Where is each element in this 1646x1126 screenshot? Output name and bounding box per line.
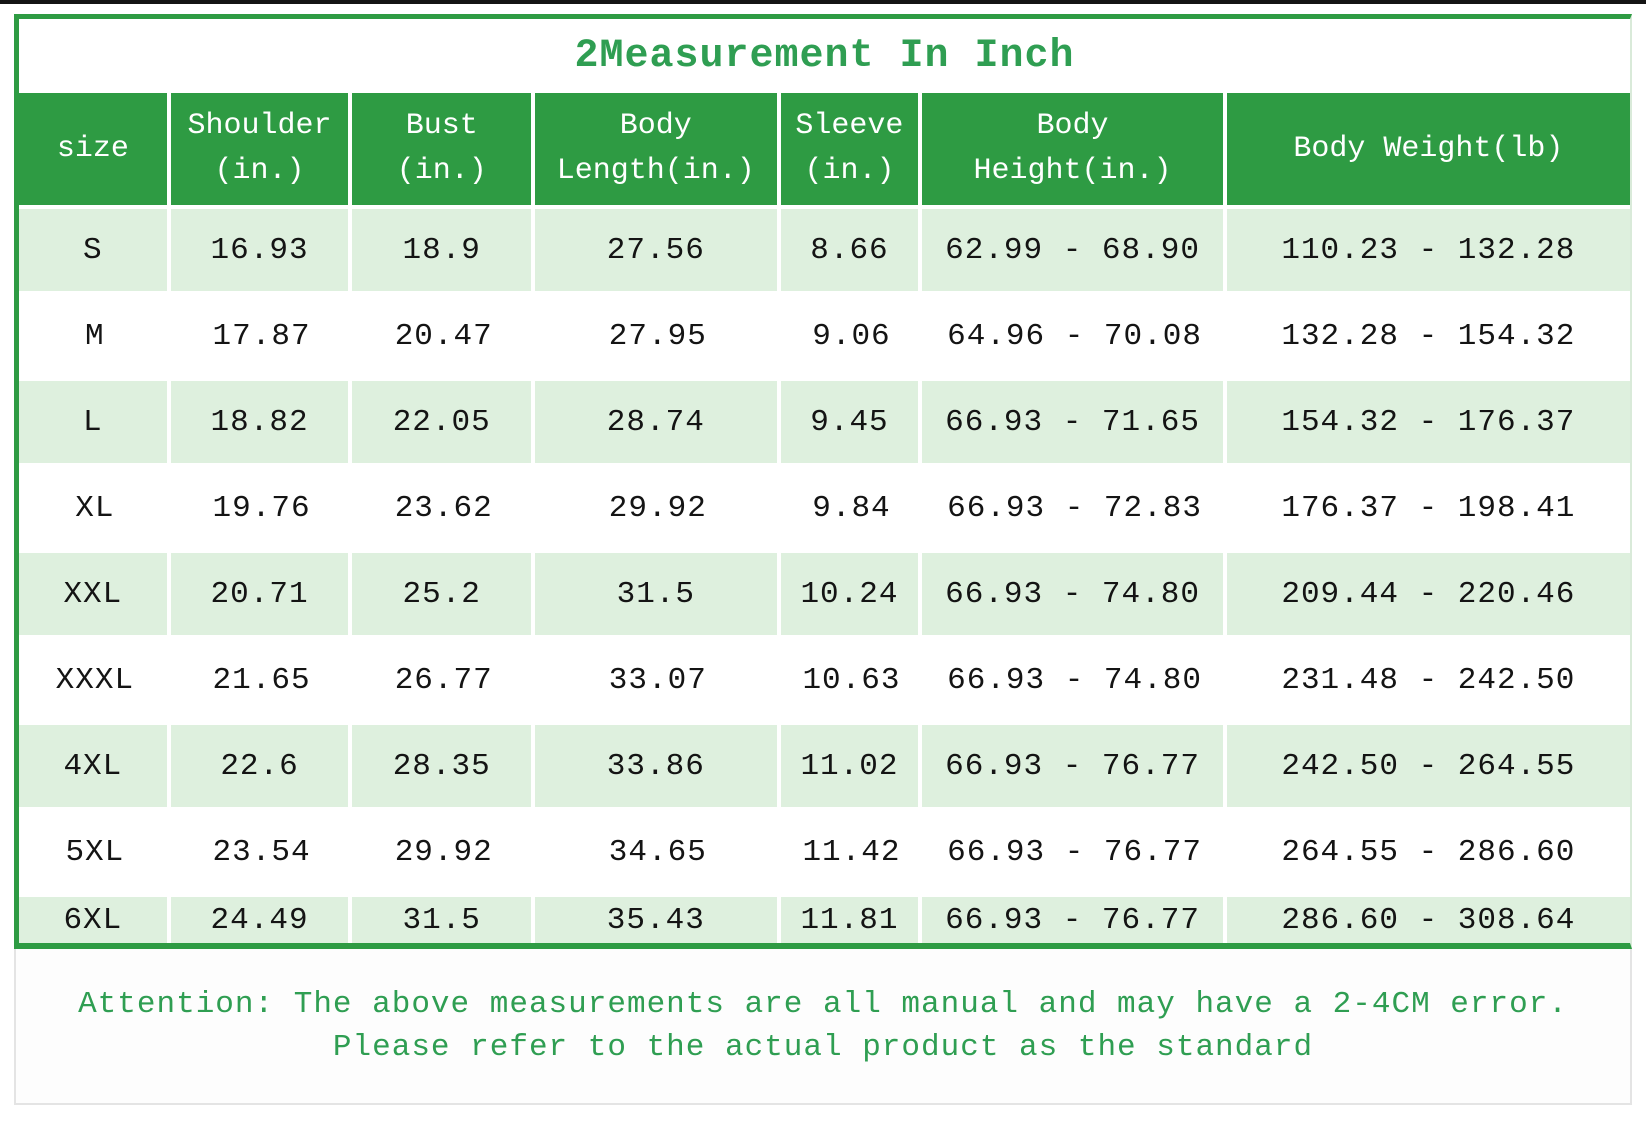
size-cell: 5XL [65,834,125,870]
value-cell: 110.23 - 132.28 [1226,209,1630,291]
size-chart-table: 2Measurement In Inch size Shoulder (in.) Bu… [14,14,1632,949]
page-title: 2Measurement In Inch [574,33,1075,79]
title-band: 2Measurement In Inch [19,19,1630,93]
value-cell: 24.49 [170,897,353,943]
value-cell: 33.07 [608,662,707,698]
attention-line-1: Attention: The above measurements are al… [78,987,1568,1022]
value-cell: 66.93 - 72.83 [947,490,1202,526]
value-cell: 25.2 [352,553,536,635]
value-cell: 154.32 - 176.37 [1226,381,1630,463]
value-cell: 22.6 [170,725,353,807]
value-cell: 242.50 - 264.55 [1226,725,1630,807]
value-cell: 9.45 [780,381,923,463]
size-cell: 4XL [19,725,171,807]
value-cell: 64.96 - 70.08 [947,318,1202,354]
size-cell: XXXL [55,662,135,698]
value-cell: 264.55 - 286.60 [1281,834,1576,870]
value-cell: 22.05 [352,381,536,463]
value-cell: 66.93 - 76.77 [947,834,1202,870]
value-cell: 28.74 [535,381,781,463]
table-row-xxl: XXL 20.71 25.2 31.5 10.24 66.93 - 74.80 209.44… [19,549,1630,635]
value-cell: 66.93 - 76.77 [922,725,1227,807]
value-cell: 35.43 [535,897,781,943]
value-cell: 34.65 [608,834,707,870]
value-cell: 8.66 [780,209,923,291]
value-cell: 19.76 [212,490,311,526]
table-row-6xl: 6XL 24.49 31.5 35.43 11.81 66.93 - 76.77 286.6… [19,893,1630,943]
attention-line-2: Please refer to the actual product as th… [332,1030,1314,1065]
value-cell: 9.84 [812,490,891,526]
value-cell: 18.9 [352,209,536,291]
value-cell: 31.5 [535,553,781,635]
value-cell: 29.92 [394,834,493,870]
attention-note: Attention: The above measurements are al… [14,949,1632,1105]
value-cell: 29.92 [608,490,707,526]
table-row-xl: XL 19.76 23.62 29.92 9.84 66.93 - 72.83 176.37… [19,463,1630,549]
value-cell: 18.82 [170,381,353,463]
value-cell: 66.93 - 74.80 [947,662,1202,698]
value-cell: 20.71 [170,553,353,635]
size-cell: M [85,318,105,354]
table-row-s: S 16.93 18.9 27.56 8.66 62.99 - 68.90 110.23 -… [19,205,1630,291]
table-row-5xl: 5XL 23.54 29.92 34.65 11.42 66.93 - 76.77 264.… [19,807,1630,893]
value-cell: 27.95 [608,318,707,354]
table-header-row: size Shoulder (in.) Bust (in.) Body Length(in.… [19,93,1630,205]
value-cell: 21.65 [212,662,311,698]
value-cell: 31.5 [352,897,536,943]
table-body: S 16.93 18.9 27.56 8.66 62.99 - 68.90 110.23 -… [19,205,1630,943]
top-black-strip [0,0,1646,4]
value-cell: 26.77 [394,662,493,698]
table-row-4xl: 4XL 22.6 28.35 33.86 11.02 66.93 - 76.77 242.5… [19,721,1630,807]
value-cell: 231.48 - 242.50 [1281,662,1576,698]
size-cell: XL [75,490,115,526]
header-cell-body-height: Body Height(in.) [922,93,1227,205]
header-cell-size: size [19,93,171,205]
value-cell: 132.28 - 154.32 [1281,318,1576,354]
value-cell: 20.47 [394,318,493,354]
header-cell-shoulder: Shoulder (in.) [170,93,353,205]
value-cell: 209.44 - 220.46 [1226,553,1630,635]
value-cell: 11.42 [802,834,901,870]
value-cell: 11.02 [780,725,923,807]
value-cell: 23.54 [212,834,311,870]
size-cell: S [19,209,171,291]
table-row-xxxl: XXXL 21.65 26.77 33.07 10.63 66.93 - 74.80 231… [19,635,1630,721]
value-cell: 176.37 - 198.41 [1281,490,1576,526]
value-cell: 27.56 [535,209,781,291]
value-cell: 66.93 - 76.77 [922,897,1227,943]
header-cell-bust: Bust (in.) [352,93,536,205]
header-cell-body-length: Body Length(in.) [535,93,781,205]
value-cell: 16.93 [170,209,353,291]
table-row-l: L 18.82 22.05 28.74 9.45 66.93 - 71.65 154.32 … [19,377,1630,463]
value-cell: 33.86 [535,725,781,807]
size-cell: L [19,381,171,463]
header-cell-sleeve: Sleeve (in.) [780,93,923,205]
value-cell: 66.93 - 71.65 [922,381,1227,463]
value-cell: 11.81 [780,897,923,943]
value-cell: 28.35 [352,725,536,807]
value-cell: 286.60 - 308.64 [1226,897,1630,943]
value-cell: 10.63 [802,662,901,698]
value-cell: 23.62 [394,490,493,526]
value-cell: 10.24 [780,553,923,635]
size-cell: 6XL [19,897,171,943]
value-cell: 9.06 [812,318,891,354]
value-cell: 62.99 - 68.90 [922,209,1227,291]
table-row-m: M 17.87 20.47 27.95 9.06 64.96 - 70.08 132.28 … [19,291,1630,377]
value-cell: 66.93 - 74.80 [922,553,1227,635]
size-cell: XXL [19,553,171,635]
header-cell-body-weight: Body Weight(lb) [1226,93,1630,205]
value-cell: 17.87 [212,318,311,354]
